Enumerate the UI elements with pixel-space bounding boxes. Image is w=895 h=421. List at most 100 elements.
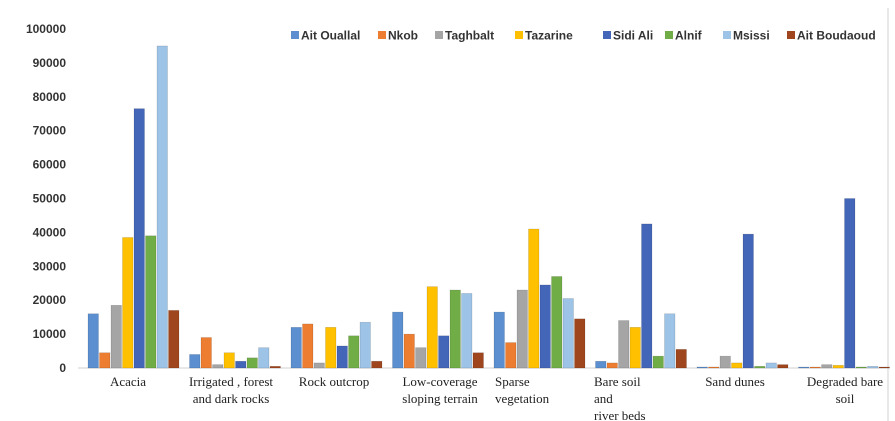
bar [777, 364, 789, 369]
bar [168, 310, 180, 369]
bar [618, 320, 630, 369]
bar [731, 362, 743, 369]
bar [438, 335, 450, 369]
bar [133, 108, 145, 369]
bar [551, 276, 563, 369]
bar [415, 347, 427, 369]
legend-label: Taghbalt [445, 29, 494, 43]
bar [675, 349, 687, 369]
bar [461, 293, 473, 369]
y-tick-label: 30000 [33, 259, 67, 273]
legend-label: Msissi [733, 29, 770, 43]
bar [664, 313, 676, 369]
category-label-line: Irrigated , forest [189, 374, 273, 389]
bar [562, 298, 574, 369]
bar [809, 366, 821, 369]
bar [878, 366, 890, 369]
category-label: Bare soil and river beds [594, 374, 646, 421]
legend-label: Alnif [675, 29, 703, 43]
bar [348, 335, 360, 369]
y-tick-label: 10000 [33, 327, 67, 341]
bar [844, 198, 856, 369]
legend-swatch [723, 31, 731, 39]
bar [629, 327, 641, 369]
category-label-line: Bare soil [594, 374, 641, 389]
category-label-line: Sand dunes [705, 374, 765, 389]
bar [200, 337, 212, 369]
bar [426, 286, 438, 369]
bar [449, 289, 461, 369]
legend-label: Tazarine [525, 29, 573, 43]
category-label: Acacia [110, 374, 146, 389]
y-axis-ticks: 0 10000 20000 30000 40000 50000 60000 70000 8000… [26, 22, 66, 375]
y-tick-label: 70000 [33, 124, 67, 138]
bar [821, 364, 833, 369]
bar [110, 304, 122, 369]
legend-swatch [435, 31, 443, 39]
legend: Ait Ouallal Nkob Taghbalt Tazarine Sidi Ali A… [291, 29, 876, 43]
bar [359, 321, 371, 369]
bar [145, 235, 157, 369]
bars [87, 45, 890, 369]
category-label-line: Degraded bare [807, 374, 883, 389]
category-label-line: Sparse [495, 374, 530, 389]
bar [246, 357, 258, 369]
category-label-line: Acacia [110, 374, 146, 389]
category-label-line: Rock outcrop [299, 374, 369, 389]
y-tick-label: 80000 [33, 90, 67, 104]
bar [290, 327, 302, 369]
category-label: Rock outcrop [299, 374, 369, 389]
category-label-line: sloping terrain [402, 391, 478, 406]
y-tick-label: 100000 [26, 22, 66, 36]
legend-label: Nkob [388, 29, 418, 43]
category-label: Low-coverage sloping terrain [402, 374, 478, 406]
category-label-line: river beds [594, 408, 646, 421]
legend-swatch [603, 31, 611, 39]
bar [539, 284, 551, 369]
bar [87, 313, 99, 369]
bar [493, 311, 505, 369]
bar [855, 366, 867, 369]
legend-label: Ait Ouallal [301, 29, 360, 43]
bar [606, 362, 618, 369]
bar [223, 352, 235, 369]
category-label-line: and [594, 391, 613, 406]
bar [156, 45, 168, 369]
bar [708, 366, 720, 369]
category-label: Sand dunes [705, 374, 765, 389]
legend-swatch [515, 31, 523, 39]
bar [403, 333, 415, 369]
bar [325, 327, 337, 369]
bar [189, 354, 201, 369]
bar [371, 360, 383, 369]
bar [505, 342, 517, 369]
y-tick-label: 40000 [33, 225, 67, 239]
bar [212, 364, 224, 369]
bar [867, 366, 879, 369]
bar [798, 366, 810, 369]
bar [99, 352, 111, 369]
y-tick-label: 60000 [33, 158, 67, 172]
legend-swatch [787, 31, 795, 39]
bar [516, 289, 528, 369]
category-label-line: vegetation [495, 391, 550, 406]
category-label: Degraded bare soil [807, 374, 883, 406]
category-label: Sparse vegetation [495, 374, 550, 406]
category-label-line: soil [836, 391, 855, 406]
legend-label: Ait Boudaoud [797, 29, 876, 43]
bar [765, 362, 777, 369]
bar [258, 347, 270, 369]
y-tick-label: 90000 [33, 56, 67, 70]
bar [832, 364, 844, 369]
bar [742, 233, 754, 369]
category-label-line: Low-coverage [402, 374, 477, 389]
y-tick-label: 0 [59, 361, 66, 375]
bar [652, 355, 664, 369]
bar [641, 223, 653, 369]
bar [313, 362, 325, 369]
bar [528, 228, 540, 369]
bar [595, 360, 607, 369]
bar [754, 366, 766, 369]
category-labels: Acacia Irrigated , forest and dark rocks Ro… [110, 374, 883, 421]
